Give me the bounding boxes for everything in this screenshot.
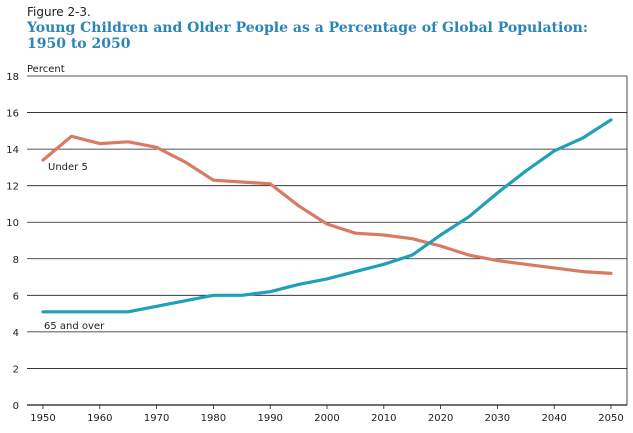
y-tick-label: 2 bbox=[13, 364, 19, 375]
chart-title: Young Children and Older People as a Per… bbox=[27, 20, 607, 52]
x-tick-label: 1950 bbox=[30, 413, 55, 424]
y-tick-label: 6 bbox=[13, 291, 19, 302]
y-tick-label: 0 bbox=[13, 401, 19, 412]
y-tick-label: 18 bbox=[6, 72, 19, 83]
gridlines bbox=[27, 75, 628, 406]
x-tick-label: 1970 bbox=[144, 413, 169, 424]
y-axis-label: Percent bbox=[27, 64, 65, 75]
series-line-65-and-over bbox=[41, 118, 613, 314]
series-label-under-5: Under 5 bbox=[48, 162, 88, 173]
y-tick-label: 4 bbox=[13, 328, 19, 339]
x-tick-label: 2050 bbox=[598, 413, 623, 424]
x-tick-label: 2040 bbox=[541, 413, 566, 424]
chart-title-line-2: 1950 to 2050 bbox=[27, 36, 131, 52]
series-lines bbox=[41, 118, 613, 314]
chart-title-line-1: Young Children and Older People as a Per… bbox=[27, 20, 589, 36]
x-tick-label: 2000 bbox=[314, 413, 339, 424]
x-tick-label: 2020 bbox=[428, 413, 453, 424]
x-tick-labels: 1950 1960 1970 1980 1990 2000 2010 2020 2030 2040… bbox=[30, 405, 624, 424]
y-tick-label: 12 bbox=[6, 182, 19, 193]
x-tick-label: 1980 bbox=[201, 413, 226, 424]
y-tick-labels: 0 2 4 6 8 10 12 14 16 18 bbox=[6, 72, 19, 412]
x-tick-label: 1990 bbox=[257, 413, 282, 424]
figure-label: Figure 2-3. bbox=[27, 5, 91, 19]
x-tick-label: 1960 bbox=[87, 413, 112, 424]
series-label-65-and-over: 65 and over bbox=[44, 321, 105, 332]
x-tick-label: 2010 bbox=[371, 413, 396, 424]
y-tick-label: 8 bbox=[13, 255, 19, 266]
y-tick-label: 10 bbox=[6, 218, 19, 229]
x-tick-label: 2030 bbox=[485, 413, 510, 424]
series-line-under-5 bbox=[41, 134, 613, 275]
y-tick-label: 14 bbox=[6, 145, 19, 156]
y-tick-label: 16 bbox=[6, 109, 19, 120]
